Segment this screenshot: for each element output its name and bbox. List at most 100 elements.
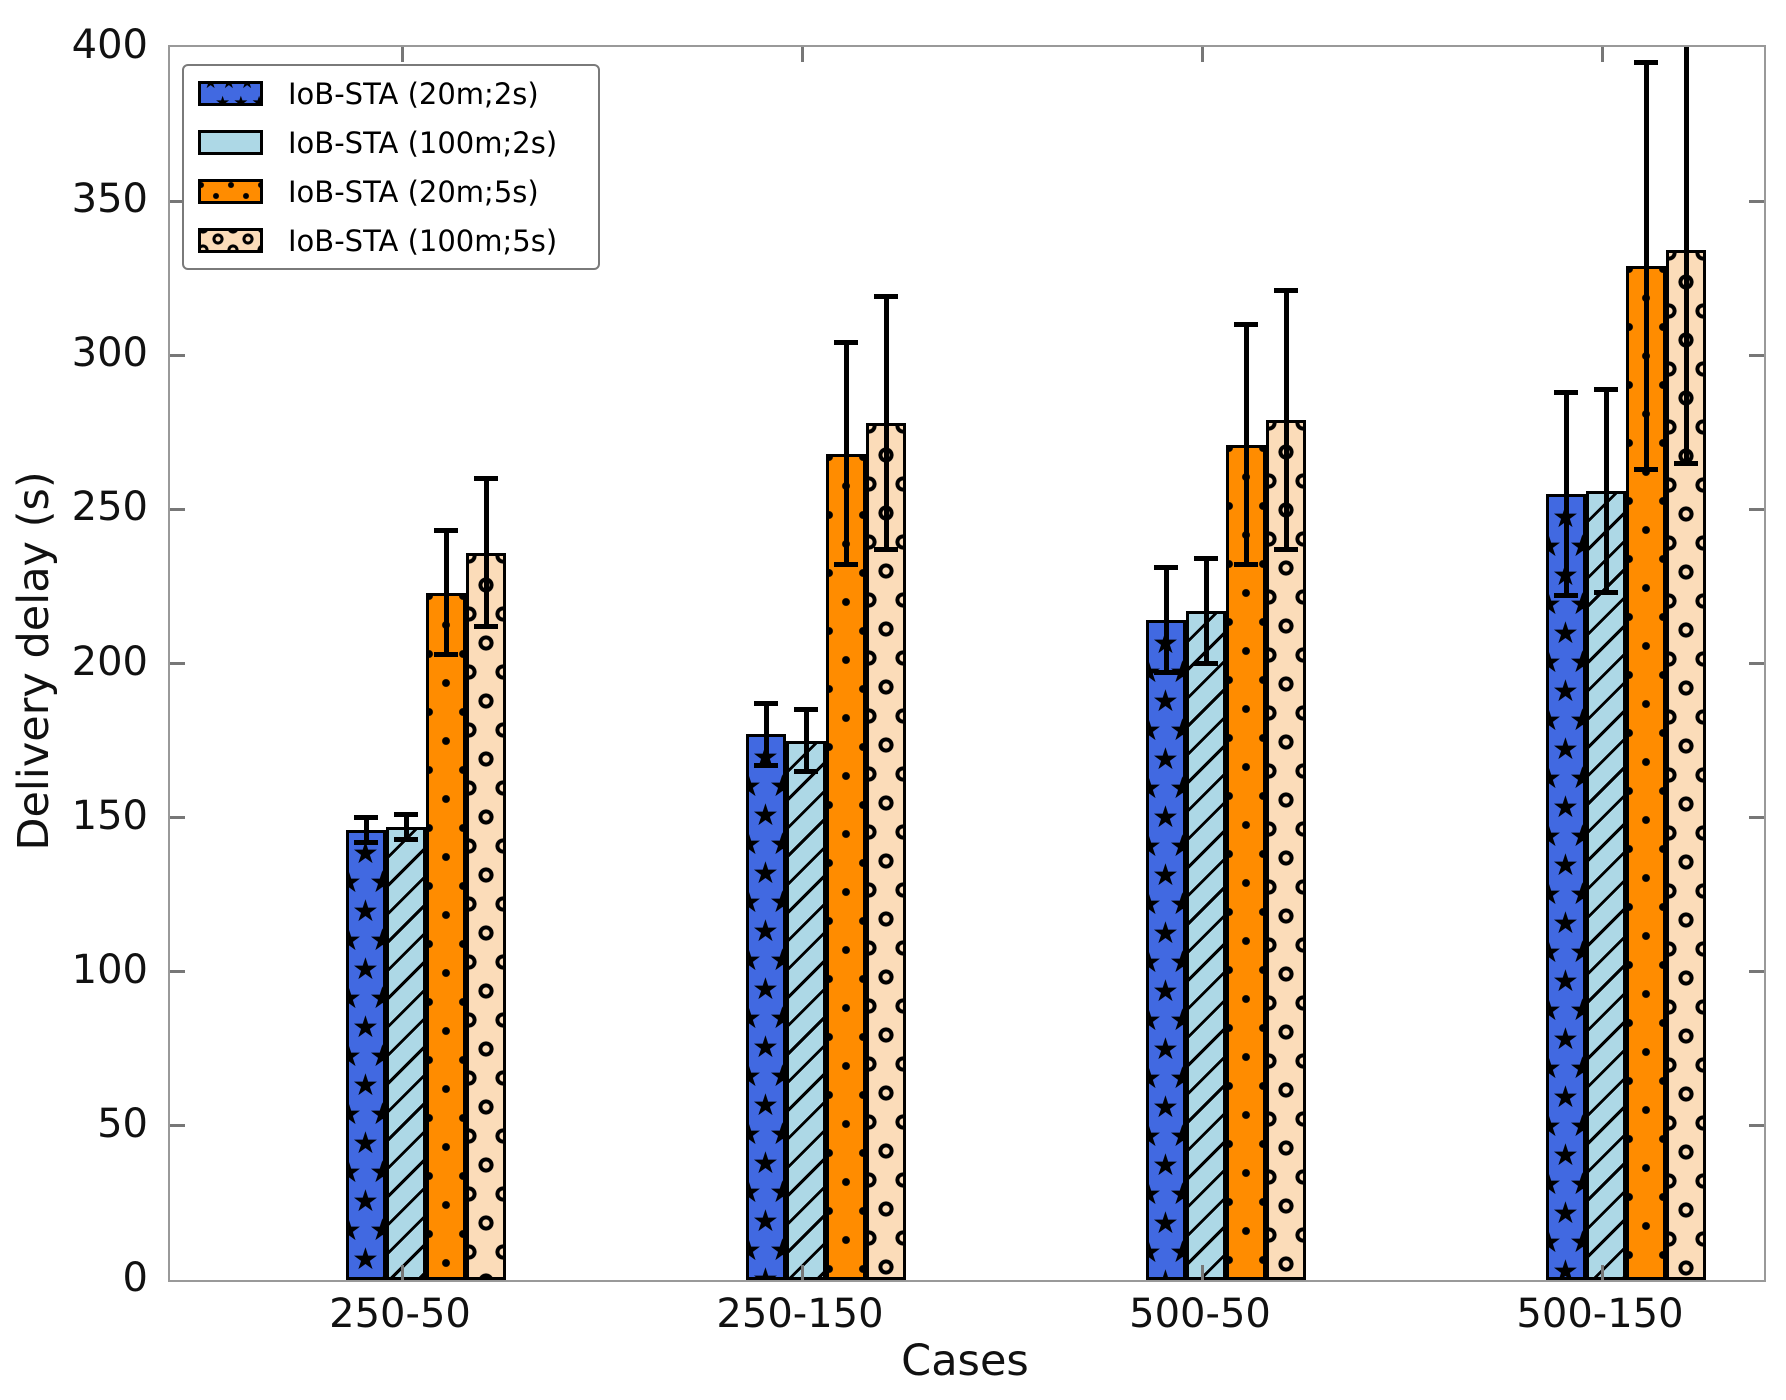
bar-500-50-s1: ★ ★ ★ ★ ★ ★ ★ ★ ★ ★ ★ ★ ★ ★ ★ ★ ★ ★ ★ ★ …: [1146, 620, 1186, 1280]
bar-250-50-s2: [386, 826, 426, 1280]
y-tick-mark: [170, 199, 185, 203]
bar-250-150-s1: ★ ★ ★ ★ ★ ★ ★ ★ ★ ★ ★ ★ ★ ★ ★ ★ ★ ★ ★ ★ …: [746, 734, 786, 1280]
error-bar-cap: [1554, 593, 1578, 599]
legend-label: IoB-STA (20m;2s): [288, 76, 539, 111]
error-bar-500-50-s4: [1283, 290, 1289, 550]
y-tick-mark: [1749, 662, 1764, 665]
star-hatch: ★ ★ ★ ★ ★ ★ ★ ★ ★ ★ ★ ★ ★ ★ ★ ★ ★ ★ ★ ★ …: [1569, 518, 1583, 1277]
bar-250-150-s4: [866, 423, 906, 1280]
bar-250-50-s4: [466, 552, 506, 1280]
star-hatch: ★ ★ ★ ★ ★ ★ ★ ★ ★ ★ ★ ★ ★ ★ ★ ★ ★ ★ ★ ★ …: [752, 740, 779, 1280]
error-bar-cap: [354, 815, 378, 821]
error-bar-500-150-s1: [1563, 392, 1569, 596]
legend-label: IoB-STA (20m;5s): [288, 174, 539, 209]
error-bar-cap: [1194, 661, 1218, 666]
x-tick-mark: [1600, 47, 1604, 62]
star-hatch: ★★★★: [203, 81, 260, 93]
y-tick-label: 200: [71, 638, 148, 685]
error-bar-cap: [1594, 590, 1618, 596]
error-bar-250-150-s3: [843, 342, 849, 565]
bar-500-150-s1: ★ ★ ★ ★ ★ ★ ★ ★ ★ ★ ★ ★ ★ ★ ★ ★ ★ ★ ★ ★ …: [1546, 493, 1586, 1280]
y-tick-mark: [170, 353, 185, 357]
y-tick-mark: [170, 507, 185, 511]
bar-250-150-s2: [786, 740, 826, 1280]
y-tick-mark: [1749, 353, 1764, 357]
error-bar-cap: [1154, 565, 1178, 571]
legend-item: IoB-STA (100m;2s): [184, 118, 598, 167]
error-bar-cap: [1594, 386, 1618, 392]
error-bar-cap: [1674, 460, 1698, 466]
error-bar-cap: [874, 294, 898, 300]
error-bar-250-150-s1: [763, 703, 769, 766]
error-bar-cap: [834, 340, 858, 346]
bar-250-150-s3: [826, 453, 866, 1280]
y-axis-label: Delivery delay (s): [9, 471, 59, 851]
plot-area: ★ ★ ★ ★ ★ ★ ★ ★ ★ ★ ★ ★ ★ ★ ★ ★ ★ ★ ★ ★ …: [168, 45, 1766, 1282]
error-bar-cap: [1154, 670, 1178, 676]
error-bar-500-50-s2: [1203, 558, 1209, 664]
error-bar-cap: [1274, 546, 1298, 552]
legend-swatch-diagonal: [198, 130, 263, 155]
x-tick-mark: [400, 1265, 404, 1280]
error-bar-500-150-s4: [1683, 47, 1689, 464]
y-tick-mark: [1749, 199, 1764, 203]
x-tick-label: 500-50: [1129, 1291, 1271, 1337]
error-bar-cap: [354, 839, 378, 845]
x-tick-mark: [1200, 47, 1204, 62]
x-axis-label: Cases: [901, 1336, 1029, 1386]
y-tick-label: 100: [71, 946, 148, 993]
error-bar-cap: [434, 651, 458, 657]
y-tick-mark: [170, 816, 185, 820]
error-bar-cap: [1234, 562, 1258, 568]
error-bar-250-50-s4: [483, 478, 489, 627]
y-tick-mark: [170, 1124, 185, 1128]
star-hatch: ★ ★ ★ ★ ★ ★ ★ ★ ★ ★ ★ ★ ★ ★ ★ ★ ★ ★ ★ ★ …: [1549, 518, 1562, 1277]
star-hatch: ★ ★ ★ ★ ★ ★ ★ ★ ★ ★ ★ ★ ★ ★ ★ ★ ★ ★ ★ ★ …: [352, 835, 379, 1277]
error-bar-500-50-s3: [1243, 324, 1249, 565]
error-bar-cap: [794, 707, 818, 713]
x-tick-mark: [800, 47, 804, 62]
legend-label: IoB-STA (100m;2s): [288, 125, 558, 160]
x-tick-label: 250-50: [329, 1291, 471, 1337]
star-hatch: ★ ★ ★ ★ ★ ★ ★ ★ ★ ★ ★ ★ ★ ★ ★ ★ ★ ★ ★ ★ …: [369, 854, 383, 1277]
bar-250-50-s1: ★ ★ ★ ★ ★ ★ ★ ★ ★ ★ ★ ★ ★ ★ ★ ★ ★ ★ ★ ★ …: [346, 829, 386, 1280]
star-hatch: ★ ★ ★ ★ ★ ★ ★ ★ ★ ★ ★ ★ ★ ★ ★ ★ ★ ★ ★ ★ …: [749, 758, 762, 1277]
legend-swatch-star: ★★★★★★★: [198, 81, 263, 106]
x-tick-label: 500-150: [1516, 1291, 1684, 1337]
error-bar-cap: [1634, 59, 1658, 65]
star-hatch: ★ ★ ★ ★ ★ ★ ★ ★ ★ ★ ★ ★ ★ ★ ★ ★ ★ ★ ★ ★ …: [1152, 626, 1179, 1277]
error-bar-500-150-s3: [1643, 62, 1649, 470]
y-tick-label: 50: [97, 1100, 148, 1147]
error-bar-cap: [1554, 389, 1578, 395]
y-tick-label: 150: [71, 792, 148, 839]
legend-item: IoB-STA (20m;5s): [184, 167, 598, 216]
y-tick-mark: [1749, 816, 1764, 820]
error-bar-250-50-s1: [363, 817, 369, 843]
x-tick-mark: [1200, 1265, 1204, 1280]
y-tick-mark: [170, 662, 185, 665]
legend-label: IoB-STA (100m;5s): [288, 223, 558, 258]
y-tick-label: 350: [71, 176, 148, 223]
bar-500-50-s2: [1186, 611, 1226, 1280]
error-bar-cap: [394, 812, 418, 818]
x-tick-mark: [800, 1265, 804, 1280]
error-bar-250-150-s4: [883, 296, 889, 550]
legend-swatch-dot: [198, 179, 263, 204]
error-bar-cap: [394, 836, 418, 842]
x-tick-mark: [1600, 1265, 1604, 1280]
error-bar-250-150-s2: [803, 709, 809, 772]
y-tick-mark: [1749, 507, 1764, 511]
star-hatch: ★ ★ ★ ★ ★ ★ ★ ★ ★ ★ ★ ★ ★ ★ ★ ★ ★ ★ ★ ★ …: [1552, 500, 1579, 1280]
error-bar-cap: [834, 562, 858, 568]
error-bar-cap: [754, 762, 778, 768]
y-tick-mark: [170, 970, 185, 974]
y-tick-label: 250: [71, 484, 148, 531]
error-bar-cap: [474, 476, 498, 482]
bar-500-150-s2: [1586, 490, 1626, 1280]
legend-swatch-circle: [198, 228, 263, 253]
y-tick-mark: [1749, 970, 1764, 974]
legend: ★★★★★★★ IoB-STA (20m;2s) IoB-STA (100m;2s)…: [182, 64, 600, 270]
y-tick-label: 0: [122, 1255, 148, 1301]
star-hatch: ★ ★ ★ ★ ★ ★ ★ ★ ★ ★ ★ ★ ★ ★ ★ ★ ★ ★ ★ ★ …: [349, 854, 362, 1277]
